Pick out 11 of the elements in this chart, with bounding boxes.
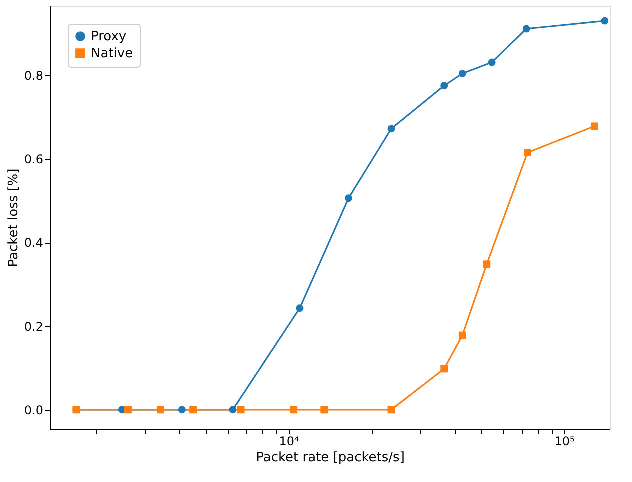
- legend-label: Native: [91, 46, 134, 62]
- x-tick-label: 10⁴: [279, 434, 300, 448]
- y-tick-label: 0.2: [24, 320, 44, 334]
- y-tick-label: 0.4: [24, 236, 44, 250]
- y-tick-label: 0.8: [24, 68, 44, 83]
- x-axis-title: Packet rate [packets/s]: [256, 450, 405, 466]
- y-axis-title: Packet loss [%]: [6, 168, 22, 268]
- legend-label: Proxy: [91, 30, 127, 44]
- y-tick-label: 0.6: [24, 152, 44, 167]
- x-tick-label: 10⁵: [554, 434, 575, 448]
- y-tick-label: 0.0: [24, 403, 44, 418]
